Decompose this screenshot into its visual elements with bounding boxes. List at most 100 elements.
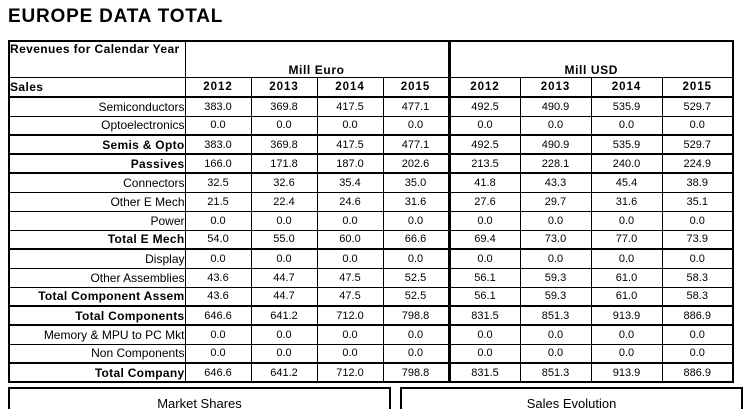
row-label: Other Assemblies (8, 267, 186, 288)
value-cell-euro: 712.0 (316, 362, 384, 383)
value-cell-usd: 0.0 (519, 324, 592, 345)
value-cell-usd: 240.0 (590, 153, 663, 174)
value-cell-euro: 0.0 (382, 324, 450, 345)
value-cell-usd: 529.7 (661, 96, 734, 117)
value-cell-usd: 0.0 (590, 324, 663, 345)
sales-evolution-label: Sales Evolution (526, 396, 617, 409)
value-cell-euro: 54.0 (184, 229, 252, 250)
page-title: EUROPE DATA TOTAL (8, 6, 224, 27)
row-label: Optoelectronics (8, 115, 186, 136)
table-row: Passives 166.0 171.8 187.0 202.6 213.5 228.1 24… (8, 153, 734, 174)
value-cell-usd: 73.9 (661, 229, 734, 250)
value-cell-euro: 52.5 (382, 267, 450, 288)
row-label: Memory & MPU to PC Mkt (8, 324, 186, 345)
value-cell-euro: 417.5 (316, 96, 384, 117)
value-cell-euro: 0.0 (382, 248, 450, 269)
value-cell-euro: 0.0 (184, 115, 252, 136)
value-cell-usd: 56.1 (447, 267, 521, 288)
value-cell-euro: 0.0 (250, 248, 318, 269)
value-cell-usd: 77.0 (590, 229, 663, 250)
value-cell-euro: 798.8 (382, 362, 450, 383)
value-cell-euro: 477.1 (382, 96, 450, 117)
value-cell-euro: 32.5 (184, 172, 252, 193)
value-cell-euro: 0.0 (184, 343, 252, 364)
value-cell-euro: 47.5 (316, 286, 384, 307)
value-cell-usd: 851.3 (519, 305, 592, 326)
value-cell-usd: 27.6 (447, 191, 521, 212)
group-header-mill-usd: Mill USD (447, 40, 734, 78)
value-cell-euro: 798.8 (382, 305, 450, 326)
value-cell-usd: 38.9 (661, 172, 734, 193)
value-cell-usd: 59.3 (519, 286, 592, 307)
group-header-mill-euro: Mill Euro (184, 40, 450, 78)
value-cell-euro: 24.6 (316, 191, 384, 212)
value-cell-euro: 0.0 (250, 343, 318, 364)
value-cell-usd: 29.7 (519, 191, 592, 212)
table-row: Other Assemblies 43.6 44.7 47.5 52.5 56.1 59.3… (8, 267, 734, 288)
table-row: Power 0.0 0.0 0.0 0.0 0.0 0.0 0.0 0.0 (8, 210, 734, 231)
value-cell-usd: 490.9 (519, 134, 592, 155)
value-cell-usd: 0.0 (447, 210, 521, 231)
row-label: Other E Mech (8, 191, 186, 212)
year-header: 2013 (250, 76, 318, 98)
value-cell-euro: 31.6 (382, 191, 450, 212)
value-cell-usd: 0.0 (661, 210, 734, 231)
table-row: Connectors 32.5 32.6 35.4 35.0 41.8 43.3 45.4 38… (8, 172, 734, 193)
value-cell-usd: 224.9 (661, 153, 734, 174)
table-row: Total Component Assem 43.6 44.7 47.5 52.5 56.… (8, 286, 734, 307)
row-label: Semiconductors (8, 96, 186, 117)
value-cell-euro: 0.0 (382, 343, 450, 364)
value-cell-usd: 0.0 (447, 343, 521, 364)
value-cell-euro: 0.0 (184, 324, 252, 345)
value-cell-usd: 41.8 (447, 172, 521, 193)
value-cell-euro: 52.5 (382, 286, 450, 307)
table-row: Display 0.0 0.0 0.0 0.0 0.0 0.0 0.0 0.0 (8, 248, 734, 269)
value-cell-usd: 45.4 (590, 172, 663, 193)
value-cell-euro: 35.4 (316, 172, 384, 193)
value-cell-euro: 646.6 (184, 305, 252, 326)
value-cell-euro: 477.1 (382, 134, 450, 155)
value-cell-euro: 383.0 (184, 134, 252, 155)
value-cell-euro: 43.6 (184, 267, 252, 288)
row-label: Connectors (8, 172, 186, 193)
value-cell-usd: 831.5 (447, 305, 521, 326)
value-cell-euro: 202.6 (382, 153, 450, 174)
value-cell-usd: 0.0 (661, 324, 734, 345)
market-shares-label: Market Shares (157, 396, 242, 409)
value-cell-usd: 0.0 (447, 324, 521, 345)
row-label: Total Component Assem (8, 286, 186, 307)
value-cell-euro: 0.0 (184, 210, 252, 231)
value-cell-euro: 369.8 (250, 134, 318, 155)
value-cell-euro: 0.0 (316, 324, 384, 345)
value-cell-euro: 0.0 (316, 343, 384, 364)
table-row: Total Components 646.6 641.2 712.0 798.8 831.… (8, 305, 734, 326)
value-cell-euro: 44.7 (250, 267, 318, 288)
table-row: Total E Mech 54.0 55.0 60.0 66.6 69.4 73.0 77.0… (8, 229, 734, 250)
value-cell-euro: 641.2 (250, 305, 318, 326)
year-header: 2015 (661, 76, 734, 98)
value-cell-usd: 0.0 (590, 210, 663, 231)
sales-evolution-section-header: Sales Evolution (400, 387, 743, 409)
value-cell-usd: 58.3 (661, 286, 734, 307)
value-cell-usd: 0.0 (519, 210, 592, 231)
row-label: Total Company (8, 362, 186, 383)
value-cell-usd: 0.0 (447, 248, 521, 269)
year-header: 2012 (447, 76, 521, 98)
footer-sections: Market Shares Sales Evolution (8, 387, 746, 409)
value-cell-usd: 492.5 (447, 134, 521, 155)
value-cell-euro: 171.8 (250, 153, 318, 174)
value-cell-euro: 0.0 (184, 248, 252, 269)
value-cell-euro: 21.5 (184, 191, 252, 212)
value-cell-euro: 35.0 (382, 172, 450, 193)
value-cell-usd: 61.0 (590, 286, 663, 307)
table-header-row-groups: Revenues for Calendar Year Mill Euro Mil… (8, 40, 734, 78)
row-label: Semis & Opto (8, 134, 186, 155)
value-cell-usd: 490.9 (519, 96, 592, 117)
value-cell-euro: 55.0 (250, 229, 318, 250)
value-cell-usd: 529.7 (661, 134, 734, 155)
year-header: 2014 (316, 76, 384, 98)
value-cell-usd: 0.0 (590, 343, 663, 364)
value-cell-euro: 0.0 (250, 210, 318, 231)
value-cell-euro: 369.8 (250, 96, 318, 117)
